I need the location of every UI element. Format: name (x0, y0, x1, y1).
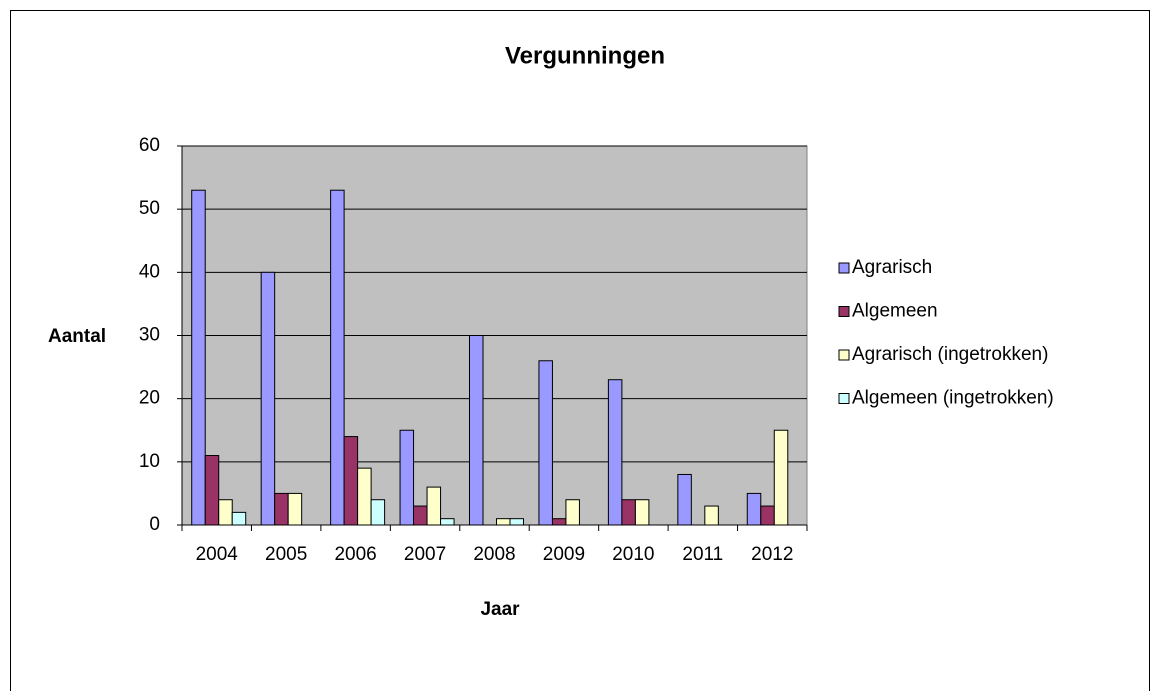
bar (621, 499, 636, 526)
bar (343, 436, 359, 526)
bar (538, 360, 553, 526)
y-tick-label: 10 (139, 451, 160, 472)
bar (274, 492, 289, 526)
bar (760, 505, 775, 526)
y-axis-label: Aantal (48, 326, 106, 347)
x-tick-label: 2004 (196, 544, 239, 565)
legend-swatch (838, 306, 850, 317)
bar (746, 492, 762, 526)
bar (231, 511, 247, 526)
bar (260, 271, 276, 526)
y-tick-label: 20 (139, 388, 160, 409)
bar (634, 499, 650, 526)
bar (704, 505, 719, 526)
legend-label: Algemeen (ingetrokken) (852, 388, 1054, 409)
x-tick-label: 2008 (473, 544, 515, 565)
legend-swatch (838, 393, 850, 404)
legend-label: Algemeen (852, 301, 938, 322)
bar (551, 518, 567, 526)
x-axis-label: Jaar (480, 599, 520, 620)
bar (426, 486, 442, 526)
bar (370, 499, 386, 526)
bar (330, 189, 345, 526)
bar (565, 499, 580, 526)
chart-title: Vergunningen (505, 42, 665, 69)
x-tick-label: 2011 (682, 544, 723, 565)
y-tick-label: 40 (139, 261, 160, 282)
bar (496, 518, 511, 526)
bar (204, 455, 220, 526)
bar (218, 499, 233, 526)
bar (413, 505, 428, 526)
x-tick-label: 2007 (404, 544, 446, 565)
bar (357, 467, 372, 526)
bar (440, 518, 455, 526)
x-tick-label: 2012 (751, 544, 793, 565)
legend-label: Agrarisch (ingetrokken) (852, 344, 1048, 365)
x-tick-label: 2006 (334, 544, 376, 565)
bar (607, 379, 623, 526)
bar (677, 473, 692, 526)
bar (287, 492, 303, 526)
y-tick-label: 0 (149, 514, 160, 535)
bar (509, 518, 524, 526)
x-tick-label: 2009 (543, 544, 585, 565)
x-tick-label: 2010 (612, 544, 654, 565)
y-tick-label: 50 (139, 198, 160, 219)
x-tick-label: 2005 (265, 544, 307, 565)
bar (469, 335, 484, 526)
bar (773, 429, 789, 526)
legend-label: Agrarisch (852, 257, 932, 278)
y-tick-label: 30 (139, 325, 160, 346)
legend-swatch (838, 262, 850, 274)
bar (399, 429, 415, 526)
bar (191, 189, 206, 526)
y-tick-label: 60 (139, 135, 160, 156)
legend-swatch (838, 349, 850, 361)
